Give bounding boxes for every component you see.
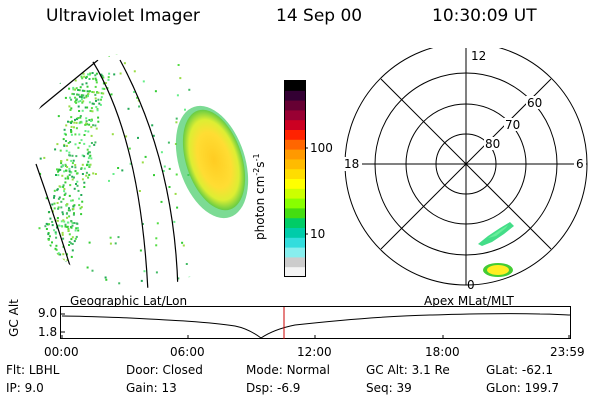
polar-emission-spot — [483, 263, 513, 277]
value: 3.1 Re — [411, 363, 450, 377]
timeline-y-axis-label: GC Alt — [7, 299, 21, 337]
y-tick-1_8: 1.8 — [38, 325, 58, 339]
label: GC Alt: — [366, 363, 408, 377]
info-gain: Gain: 13 — [126, 381, 177, 395]
colorbar-cell — [285, 90, 305, 102]
info-seq: Seq: 39 — [366, 381, 412, 395]
timeline-left-title: Geographic Lat/Lon — [70, 294, 188, 308]
value: 9.0 — [24, 381, 44, 395]
uv-image-panel — [22, 52, 258, 288]
color-scale-bar — [284, 80, 308, 278]
colorbar-unit-label: photon cm-2s-1 — [252, 153, 267, 240]
colorbar-cell — [285, 198, 305, 209]
lat-label-80: 80 — [485, 137, 500, 151]
label: GLat: — [486, 363, 519, 377]
value: LBHL — [28, 363, 60, 377]
label: Flt: — [6, 363, 25, 377]
colorbar-cell — [285, 247, 305, 258]
x-tick-0600: 06:00 — [170, 345, 205, 359]
polar-mlt-plot: 12 18 6 0 80 70 60 — [342, 48, 588, 292]
map-line — [119, 59, 179, 288]
colorbar-cell — [285, 188, 305, 200]
timeline-right-title: Apex MLat/MLT — [424, 294, 514, 308]
polar-emission-patch — [478, 222, 514, 246]
info-gc-alt: GC Alt: 3.1 Re — [366, 363, 450, 377]
value: 13 — [161, 381, 177, 395]
colorbar-cell — [285, 100, 305, 111]
label: Door: — [126, 363, 159, 377]
info-mode: Mode: Normal — [246, 363, 330, 377]
colorbar-cell — [285, 208, 305, 219]
x-tick-0000: 00:00 — [44, 345, 79, 359]
colorbar-cell — [285, 159, 305, 170]
colorbar-cell — [285, 257, 305, 268]
value: -6.9 — [276, 381, 301, 395]
colorbar-cell — [285, 169, 305, 180]
x-tick-2359: 23:59 — [550, 345, 585, 359]
colorbar-cell — [285, 179, 305, 190]
time-label: 10:30:09 UT — [432, 6, 537, 26]
value: 199.7 — [524, 381, 559, 395]
x-tick-1800: 18:00 — [425, 345, 460, 359]
colorbar-cell — [285, 237, 305, 249]
mlt-label-12: 12 — [471, 49, 486, 63]
instrument-title: Ultraviolet Imager — [46, 6, 200, 26]
lat-label-70: 70 — [505, 118, 520, 132]
lat-label-60: 60 — [527, 96, 542, 110]
diagonal-line — [380, 78, 552, 250]
colorbar-tick-100: 100 — [310, 141, 333, 155]
info-glon: GLon: 199.7 — [486, 381, 559, 395]
label: Mode: — [246, 363, 283, 377]
colorbar-cell — [285, 218, 305, 229]
y-tick-9: 9.0 — [38, 306, 58, 320]
label: Seq: — [366, 381, 393, 395]
label: IP: — [6, 381, 21, 395]
info-glat: GLat: -62.1 — [486, 363, 553, 377]
mlt-label-6: 6 — [576, 157, 584, 171]
colorbar-cell — [285, 267, 305, 278]
colorbar-cell — [285, 228, 305, 239]
colorbar-cell — [285, 81, 305, 92]
value: Closed — [162, 363, 203, 377]
info-door: Door: Closed — [126, 363, 203, 377]
altitude-timeline-plot — [60, 306, 571, 339]
value: Normal — [286, 363, 330, 377]
mlt-label-0: 0 — [467, 278, 475, 292]
value: -62.1 — [521, 363, 553, 377]
date-label: 14 Sep 00 — [276, 6, 363, 26]
colorbar-tick-10: 10 — [310, 227, 326, 241]
label: Dsp: — [246, 381, 274, 395]
map-line — [87, 53, 149, 288]
x-tick-1200: 12:00 — [297, 345, 332, 359]
label: GLon: — [486, 381, 521, 395]
info-dsp: Dsp: -6.9 — [246, 381, 300, 395]
colorbar-cell — [285, 139, 305, 151]
auroral-oval-emission — [182, 109, 246, 211]
colorbar-cell — [285, 120, 305, 131]
info-ip: IP: 9.0 — [6, 381, 44, 395]
colorbar-cell — [285, 149, 305, 160]
mlt-label-18: 18 — [344, 157, 359, 171]
colorbar-cell — [285, 110, 305, 121]
label: Gain: — [126, 381, 158, 395]
altitude-curve — [61, 313, 571, 339]
value: 39 — [396, 381, 412, 395]
colorbar-cell — [285, 130, 305, 141]
info-filter: Flt: LBHL — [6, 363, 59, 377]
